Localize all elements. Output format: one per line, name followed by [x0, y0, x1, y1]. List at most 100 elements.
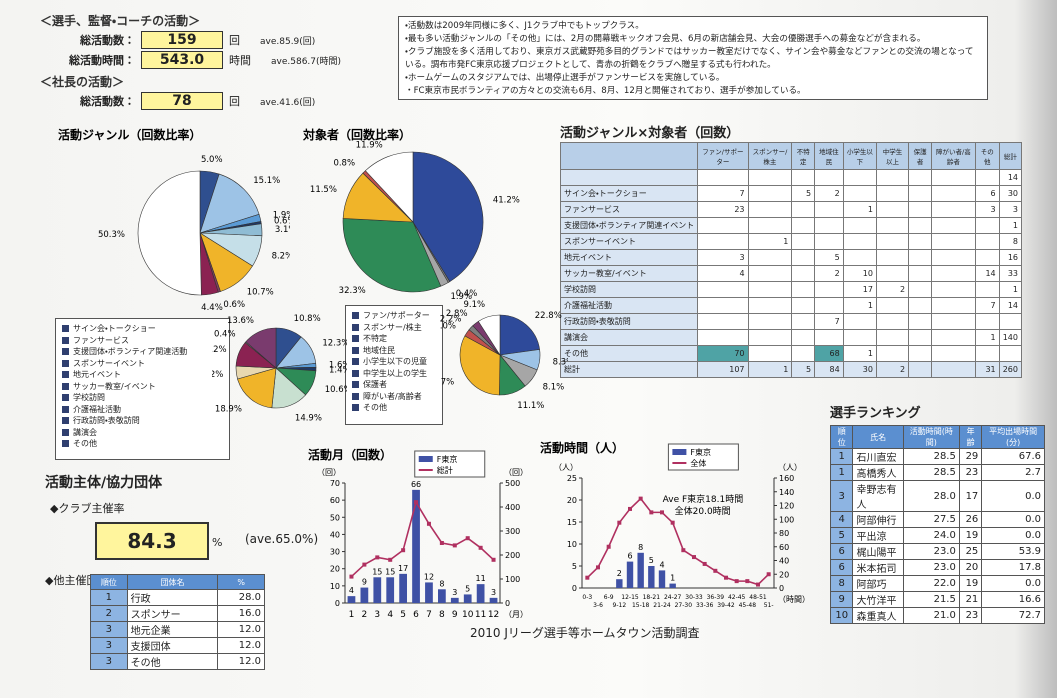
- table-cell: 地元イベント: [561, 250, 698, 266]
- bar: [373, 577, 381, 603]
- legend-item: 中学生以上の学生: [352, 368, 436, 380]
- legend-item: ファン/サポーター: [352, 310, 436, 322]
- legend-item: 障がい者/高齢者: [352, 391, 436, 403]
- table-cell: [931, 298, 975, 314]
- table-row: 介護福祉活動1714: [561, 298, 1022, 314]
- table-cell: 5: [792, 362, 815, 378]
- legend: サイン会・トークショーファンサービス支援団体・ボランティア関連活動スポンサーイベ…: [55, 318, 230, 460]
- legend-item: その他: [62, 438, 223, 450]
- legend-swatch: [62, 371, 69, 378]
- stat-value: 78: [141, 92, 223, 110]
- table-cell: [843, 186, 876, 202]
- table-cell: [748, 218, 792, 234]
- table-cell: 支援団体・ボランティア関連イベント: [561, 218, 698, 234]
- chart: 22.8%8.3%8.1%11.1%32.7%3.0%2.2%2.8%9.1%: [440, 298, 568, 410]
- table-cell: [876, 266, 908, 282]
- table-cell: [792, 202, 815, 218]
- point: [596, 565, 600, 569]
- table-row: ファンサービス23133: [561, 202, 1022, 218]
- slice-label: 0.4%: [214, 330, 236, 340]
- bar-label: 12: [424, 572, 434, 581]
- table-cell: 大竹洋平: [853, 592, 903, 608]
- table-cell: [792, 250, 815, 266]
- annotation: Ave F東京18.1時間: [663, 493, 744, 505]
- table-cell: 1: [975, 330, 999, 346]
- header-row: 順位団体名%: [91, 575, 265, 590]
- column-header: 障がい者/高齢者: [931, 143, 975, 170]
- legend-item: 行政訪問・表敬訪問: [62, 415, 223, 427]
- table-row: 5平出涼24.0190.0: [831, 528, 1045, 544]
- point: [427, 522, 431, 526]
- point: [639, 497, 643, 501]
- table-cell: [909, 314, 932, 330]
- table-cell: 5: [831, 528, 853, 544]
- point: [607, 545, 611, 549]
- table-cell: 梶山陽平: [853, 544, 903, 560]
- column-header: 順位: [91, 575, 128, 590]
- legend-swatch: [62, 337, 69, 344]
- slice-label: 8.1%: [543, 382, 565, 392]
- x-tick-label: 6: [413, 610, 419, 620]
- y-tick-label: 15: [567, 518, 577, 527]
- y-tick-label: 30: [330, 548, 340, 557]
- legend-label: 支援団体・ボランティア関連活動: [73, 347, 187, 356]
- legend-swatch: [62, 383, 69, 390]
- table-cell: [931, 186, 975, 202]
- point: [713, 569, 717, 573]
- slice-label: 10.6%: [325, 385, 347, 395]
- table-cell: 介護福祉活動: [561, 298, 698, 314]
- table-cell: 9: [831, 592, 853, 608]
- bar: [386, 577, 394, 603]
- table-cell: 84: [815, 362, 844, 378]
- legend-label: 全体: [690, 458, 706, 468]
- point: [628, 507, 632, 511]
- x-tick-label: 9: [452, 610, 458, 620]
- table-cell: 23.0: [903, 544, 959, 560]
- legend-swatch: [352, 312, 359, 319]
- point: [440, 541, 444, 545]
- table-cell: 30: [843, 362, 876, 378]
- table-cell: 6: [831, 544, 853, 560]
- table-cell: [748, 282, 792, 298]
- table-cell: [815, 330, 844, 346]
- legend-item: 小学生以下の児童: [352, 356, 436, 368]
- table-cell: 2: [876, 362, 908, 378]
- bar: [425, 582, 433, 603]
- table-cell: 3: [91, 622, 128, 638]
- column-header: 小学生以下: [843, 143, 876, 170]
- table-cell: 2: [91, 606, 128, 622]
- axis-label: （人）: [778, 463, 802, 472]
- column-header: 年齢: [959, 426, 981, 449]
- table-cell: 5: [815, 250, 844, 266]
- y-tick-label: 25: [567, 474, 577, 483]
- stat-average: ave.586.7(時間): [271, 57, 341, 67]
- pie-slice: [138, 171, 201, 295]
- table-cell: [909, 202, 932, 218]
- table-cell: [792, 298, 815, 314]
- legend-label: ファン/サポーター: [363, 311, 430, 320]
- table-cell: 16.0: [218, 606, 265, 622]
- slice-label: 14.9%: [295, 414, 322, 424]
- table-cell: 21.0: [903, 608, 959, 624]
- slice-label: 9.1%: [463, 300, 485, 310]
- bar: [669, 584, 675, 588]
- legend-label: ファンサービス: [73, 336, 129, 345]
- legend-swatch: [352, 404, 359, 411]
- y2-tick-label: 200: [505, 551, 520, 560]
- table-cell: [931, 218, 975, 234]
- table-cell: 幸野志有人: [853, 481, 903, 512]
- point: [724, 576, 728, 580]
- bar-label: 1: [670, 574, 675, 583]
- stat-unit: 時間: [229, 54, 251, 67]
- point: [671, 521, 675, 525]
- stat-average: ave.41.6(回): [260, 98, 315, 108]
- table-cell: [909, 346, 932, 362]
- table-cell: 1: [748, 234, 792, 250]
- x-tick-label: 5: [400, 610, 406, 620]
